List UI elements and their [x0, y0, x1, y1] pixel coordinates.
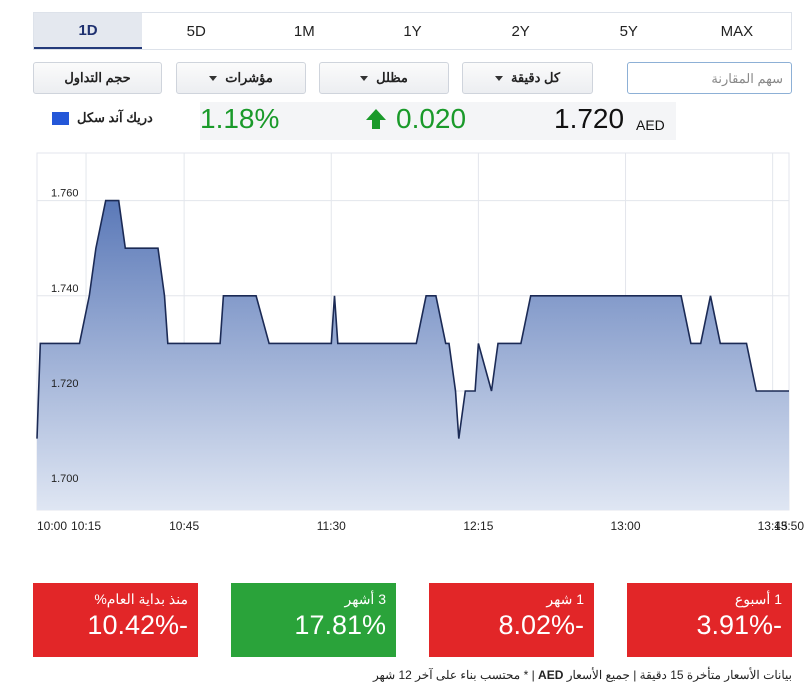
price-currency: AED — [636, 117, 665, 133]
tab-max[interactable]: MAX — [720, 22, 754, 40]
change-percent: 1.18% — [200, 103, 280, 134]
compare-symbol-input[interactable] — [627, 62, 792, 94]
perf-value: 17.81% — [294, 610, 386, 640]
footnote-text-2: | * محتسب بناء على آخر 12 شهر — [372, 668, 535, 682]
perf-value: -8.02% — [498, 610, 584, 640]
footnote: بيانات الأسعار متأخرة 15 دقيقة | جميع ال… — [373, 668, 792, 682]
x-tick-label: 13:00 — [611, 519, 641, 533]
chevron-down-icon — [209, 75, 218, 81]
x-tick-label: 11:30 — [317, 519, 346, 533]
chart-style-dropdown[interactable]: مظلل — [319, 62, 449, 94]
chevron-down-icon — [494, 75, 503, 81]
perf-label: 3 أشهر — [344, 591, 386, 607]
period-tabs: 1D 5D 1M 1Y 2Y 5Y MAX — [33, 12, 792, 50]
chart-style-label: مظلل — [376, 70, 408, 85]
perf-card-1w: 1 أسبوع -3.91% — [627, 583, 792, 657]
quote-panel — [200, 102, 676, 140]
perf-label: 1 أسبوع — [734, 591, 782, 607]
y-tick-label: 1.760 — [51, 188, 79, 200]
legend-label: دريك آند سكل — [77, 110, 153, 125]
x-tick-label: 13:50 — [774, 519, 804, 533]
volume-label: حجم التداول — [64, 70, 131, 85]
price-area — [37, 200, 789, 510]
tab-2y[interactable]: 2Y — [511, 22, 530, 40]
series-legend: دريك آند سكل — [52, 110, 153, 126]
indicators-dropdown[interactable]: مؤشرات — [176, 62, 306, 94]
x-tick-label: 13:45 — [758, 519, 788, 533]
tab-5y[interactable]: 5Y — [619, 22, 638, 40]
x-tick-label: 10:15 — [71, 519, 101, 533]
y-tick-label: 1.740 — [51, 283, 79, 295]
footnote-currency: AED — [538, 668, 564, 682]
footnote-text: بيانات الأسعار متأخرة 15 دقيقة | جميع ال… — [566, 668, 792, 682]
perf-label: منذ بداية العام% — [94, 591, 188, 607]
indicators-label: مؤشرات — [225, 70, 273, 85]
perf-card-3m: 3 أشهر 17.81% — [231, 583, 396, 657]
perf-card-1m: 1 شهر -8.02% — [429, 583, 594, 657]
change-value: 0.020 — [396, 103, 467, 134]
interval-dropdown[interactable]: كل دقيقة — [462, 62, 593, 94]
arrow-up-icon — [366, 109, 386, 129]
chevron-down-icon — [360, 75, 369, 81]
tab-1d[interactable]: 1D — [34, 13, 143, 49]
tab-1y[interactable]: 1Y — [403, 22, 422, 40]
price-chart: 10:00 10:15 10:45 11:30 12:15 13:00 13:4513:50… — [36, 152, 804, 533]
price-line — [36, 199, 789, 439]
perf-value: -10.42% — [87, 610, 188, 640]
legend-swatch — [52, 111, 69, 125]
tab-5d[interactable]: 5D — [186, 22, 206, 40]
x-tick-label: 12:15 — [463, 519, 493, 533]
perf-value: -3.91% — [696, 610, 782, 640]
last-price: 1.720 — [554, 103, 625, 134]
x-tick-label: 10:45 — [169, 519, 199, 533]
tab-1m[interactable]: 1M — [293, 22, 315, 40]
y-tick-label: 1.720 — [51, 378, 79, 390]
volume-button[interactable]: حجم التداول — [33, 62, 162, 94]
interval-label: كل دقيقة — [510, 70, 561, 85]
y-tick-label: 1.700 — [51, 473, 79, 485]
x-tick-label: 10:00 — [37, 519, 67, 533]
perf-label: 1 شهر — [546, 591, 584, 607]
perf-card-ytd: منذ بداية العام% -10.42% — [33, 583, 198, 657]
